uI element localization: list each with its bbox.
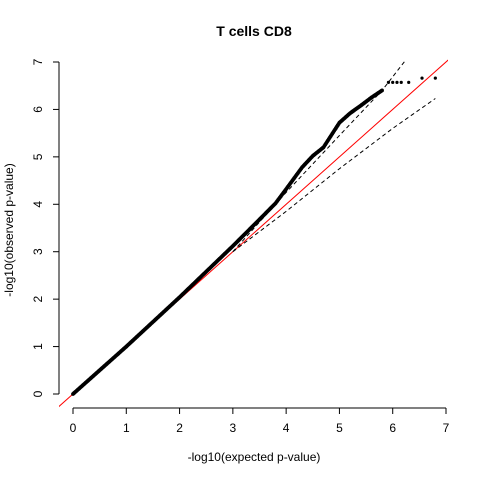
x-tick-label: 7 [443,421,450,435]
x-tick-label: 3 [230,421,237,435]
x-axis-label: -log10(expected p-value) [188,450,321,464]
x-tick-label: 1 [123,421,130,435]
data-point [386,80,391,84]
x-tick-label: 4 [283,421,290,435]
y-tick-label: 4 [31,201,45,208]
observed-points [71,76,437,396]
y-tick-label: 7 [31,58,45,65]
data-point [407,80,411,84]
y-tick-label: 6 [31,106,45,113]
data-point [395,80,399,84]
data-point [399,80,403,84]
y-tick-label: 3 [31,248,45,255]
chart-title: T cells CD8 [216,23,292,39]
confidence-band-upper [232,59,407,253]
axes: 0 1 2 3 4 5 6 7 0 1 2 3 4 5 6 7 [31,58,450,435]
x-tick-label: 5 [336,421,343,435]
x-tick-label: 2 [176,421,183,435]
confidence-band-lower [232,98,436,253]
y-tick-label: 2 [31,295,45,302]
x-tick-label: 6 [389,421,396,435]
y-axis-label: -log10(observed p-value) [2,163,16,296]
data-point [420,76,424,80]
plot-area [59,59,448,408]
y-tick-label: 0 [31,390,45,397]
y-tick-label: 1 [31,343,45,350]
x-tick-label: 0 [70,421,77,435]
data-point [391,80,395,84]
data-point [380,88,384,93]
data-point [433,76,437,80]
y-tick-label: 5 [31,153,45,160]
